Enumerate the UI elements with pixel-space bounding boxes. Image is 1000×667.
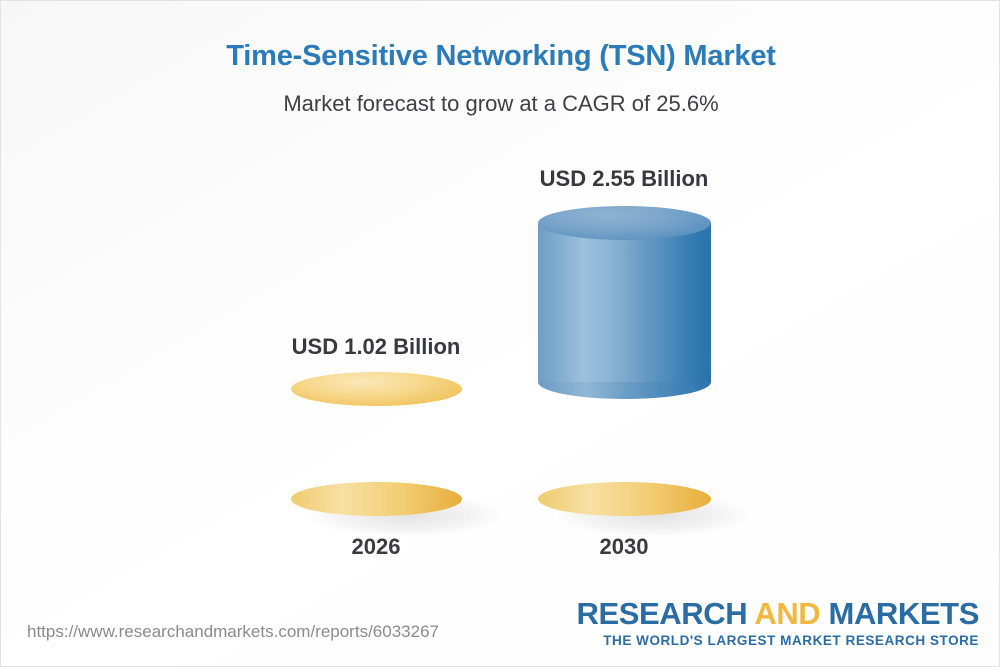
cylinder-bottom-cap-2030 <box>538 482 711 516</box>
bar-value-label-2030: USD 2.55 Billion <box>539 166 709 191</box>
cylinder-body-2030-growth <box>538 223 711 382</box>
category-label-2030: 2030 <box>599 534 649 559</box>
cylinder-top-cap-2026 <box>291 372 462 406</box>
cylinder-body-2030-base <box>538 392 711 499</box>
source-url-text[interactable]: https://www.researchandmarkets.com/repor… <box>27 622 439 641</box>
chart-subtitle: Market forecast to grow at a CAGR of 25.… <box>283 91 719 116</box>
page-title: Time-Sensitive Networking (TSN) Market <box>226 40 776 72</box>
bar-cylinder-2030-base-segment[interactable] <box>538 382 711 516</box>
brand-name: RESEARCH AND MARKETS <box>576 596 980 631</box>
bar-cylinder-2026[interactable] <box>291 372 462 516</box>
bar-cylinder-2030-growth-segment[interactable] <box>538 206 711 399</box>
brand-tagline: THE WORLD'S LARGEST MARKET RESEARCH STOR… <box>603 632 979 648</box>
bar-value-label-2026: USD 1.02 Billion <box>291 334 461 359</box>
cylinder-bottom-cap-2026 <box>291 482 462 516</box>
category-label-2026: 2026 <box>351 534 401 559</box>
brand-name-part1: RESEARCH <box>576 596 755 631</box>
brand-name-part3: MARKETS <box>828 596 980 631</box>
brand-name-and: AND <box>754 596 829 631</box>
cylinder-top-cap-2030 <box>538 206 711 240</box>
brand-logo[interactable]: RESEARCH AND MARKETS THE WORLD'S LARGEST… <box>576 596 980 648</box>
